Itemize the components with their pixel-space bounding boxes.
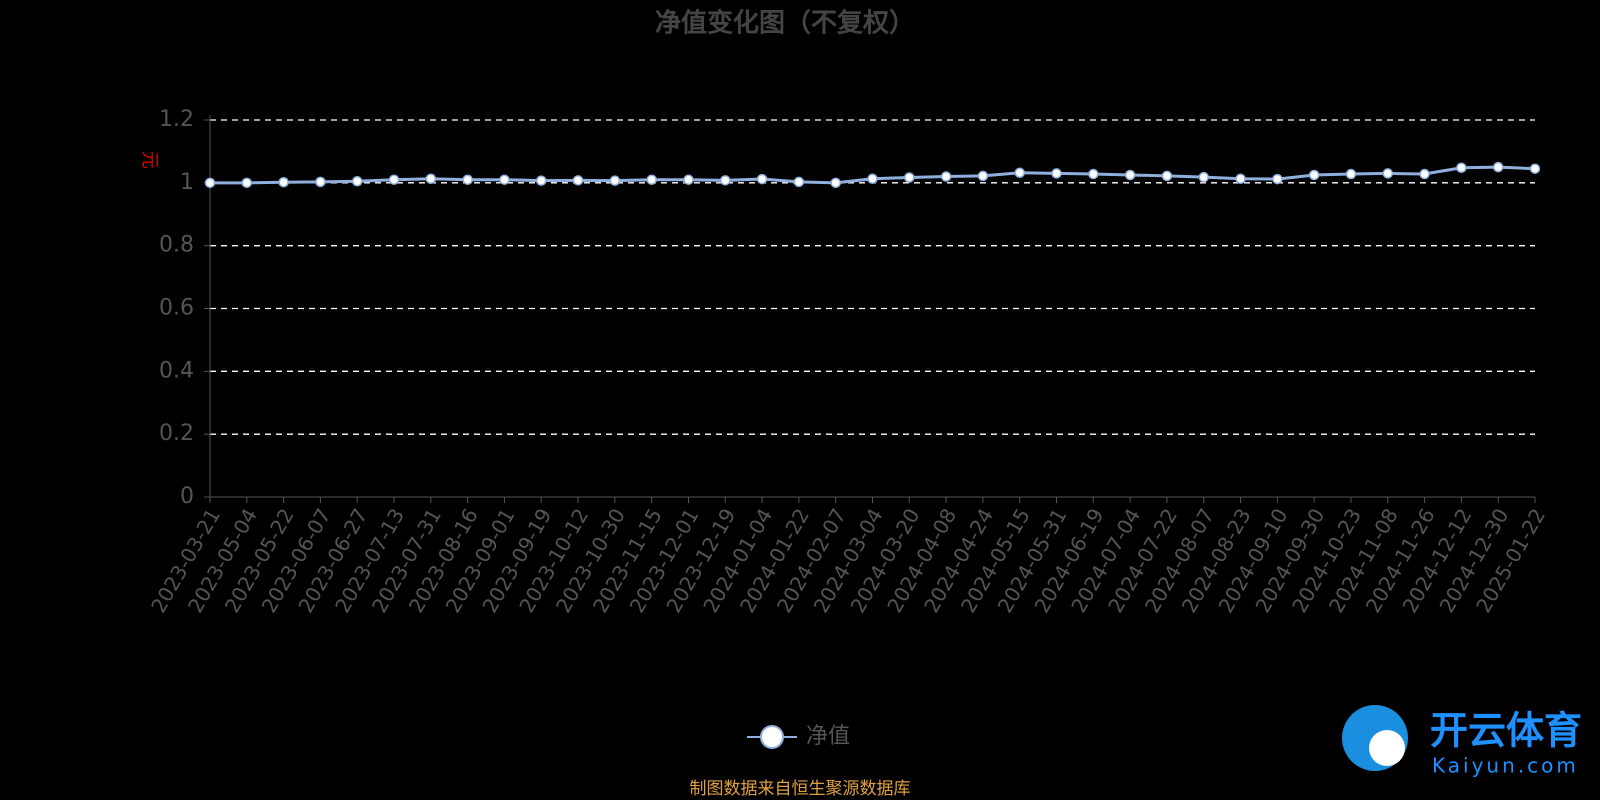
legend-marker bbox=[760, 725, 784, 749]
data-point bbox=[572, 175, 584, 186]
legend-label: 净值 bbox=[806, 724, 850, 749]
data-point bbox=[425, 173, 437, 184]
data-point bbox=[1272, 173, 1283, 185]
y-tick-label: 1 bbox=[180, 170, 194, 195]
data-point bbox=[499, 174, 510, 185]
data-point bbox=[1124, 169, 1136, 181]
data-point bbox=[1382, 168, 1394, 179]
data-point bbox=[683, 174, 694, 185]
data-point bbox=[204, 177, 216, 189]
data-point bbox=[756, 173, 768, 185]
data-point bbox=[1161, 170, 1173, 182]
data-point bbox=[1014, 167, 1025, 179]
data-point bbox=[1419, 168, 1430, 180]
logo-ball bbox=[1369, 730, 1405, 766]
source-note: 制图数据来自恒生聚源数据库 bbox=[690, 779, 911, 799]
data-point bbox=[1529, 163, 1541, 174]
chart-title: 净值变化图（不复权） bbox=[655, 8, 915, 39]
data-point bbox=[977, 170, 989, 182]
y-tick-label: 0.6 bbox=[159, 296, 194, 321]
data-point bbox=[940, 171, 952, 182]
data-point bbox=[1198, 171, 1209, 183]
data-point bbox=[720, 175, 731, 186]
data-point bbox=[646, 174, 657, 185]
y-tick-label: 0.2 bbox=[159, 421, 194, 446]
y-tick-label: 1.2 bbox=[159, 107, 194, 132]
data-point bbox=[462, 174, 473, 185]
data-point bbox=[1492, 161, 1504, 173]
data-point bbox=[1456, 162, 1467, 174]
data-point bbox=[1235, 173, 1246, 184]
data-point bbox=[1088, 168, 1099, 180]
data-point bbox=[830, 177, 841, 189]
data-point bbox=[1308, 169, 1320, 181]
legend: 净值 bbox=[747, 724, 850, 749]
data-point bbox=[536, 175, 547, 186]
y-tick-label: 0.4 bbox=[159, 358, 194, 383]
data-point bbox=[388, 174, 400, 185]
data-point bbox=[241, 177, 253, 189]
data-point bbox=[1345, 168, 1357, 180]
brand-url: Kaiyun.com bbox=[1432, 754, 1579, 778]
data-point bbox=[867, 173, 878, 184]
data-point bbox=[315, 176, 326, 188]
data-point bbox=[278, 176, 289, 188]
data-point bbox=[351, 176, 363, 187]
y-axis-label: 元 bbox=[139, 151, 160, 169]
y-tick-label: 0 bbox=[180, 484, 194, 509]
data-point bbox=[793, 176, 805, 188]
data-point bbox=[609, 175, 621, 186]
data-point bbox=[1051, 168, 1062, 179]
brand-text: 开云体育 bbox=[1430, 709, 1582, 753]
watermark: 开云体育 Kaiyun.com bbox=[1342, 705, 1582, 778]
y-tick-label: 0.8 bbox=[159, 233, 194, 258]
data-point bbox=[904, 172, 915, 183]
